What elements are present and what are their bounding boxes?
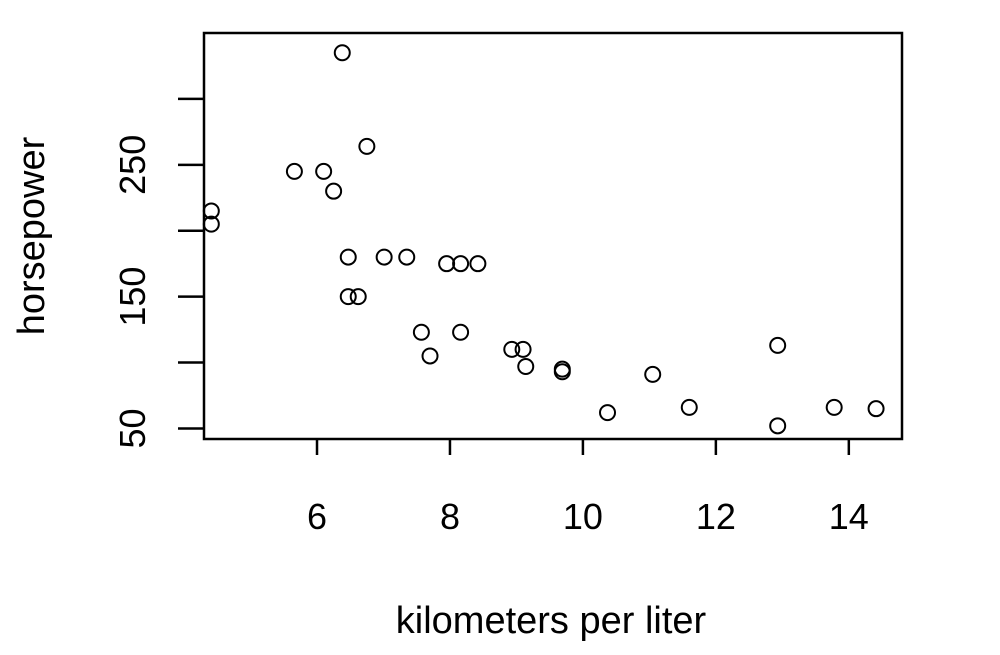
data-point [398, 248, 416, 266]
data-point [680, 398, 698, 416]
plot-box [202, 31, 904, 441]
data-point [517, 358, 535, 375]
data-point [553, 360, 571, 378]
x-tick-label: 14 [829, 496, 869, 537]
data-point [452, 323, 470, 341]
y-axis: 50 150 250 [112, 97, 204, 448]
data-points [202, 44, 885, 435]
data-point [202, 215, 220, 233]
data-point [375, 248, 393, 266]
x-axis: 6 8 10 12 14 [307, 439, 869, 537]
data-point [769, 336, 787, 354]
data-point [412, 323, 430, 341]
data-point [315, 162, 333, 180]
data-point [325, 182, 343, 200]
data-point [349, 288, 367, 306]
x-tick-label: 12 [696, 496, 736, 537]
data-point [285, 162, 303, 180]
data-point [339, 248, 357, 266]
data-point [202, 202, 220, 220]
data-point [644, 365, 662, 383]
data-point [469, 255, 487, 273]
data-point [769, 417, 787, 435]
data-point [339, 288, 357, 306]
y-tick-label: 250 [112, 135, 153, 195]
data-point [503, 340, 521, 358]
y-tick-label: 150 [112, 267, 153, 327]
data-point [514, 340, 532, 358]
y-tick-label: 50 [112, 408, 153, 448]
x-axis-title: kilometers per liter [396, 600, 707, 642]
y-axis-title: horsepower [11, 136, 53, 335]
data-point [333, 44, 351, 62]
data-point [599, 404, 617, 422]
data-point [358, 137, 376, 155]
data-point [825, 398, 843, 416]
x-tick-label: 10 [563, 496, 603, 537]
x-tick-label: 6 [307, 496, 327, 537]
data-point [452, 255, 470, 273]
data-point [421, 347, 439, 365]
data-point [438, 255, 456, 273]
x-tick-label: 8 [440, 496, 460, 537]
data-point [867, 400, 885, 418]
